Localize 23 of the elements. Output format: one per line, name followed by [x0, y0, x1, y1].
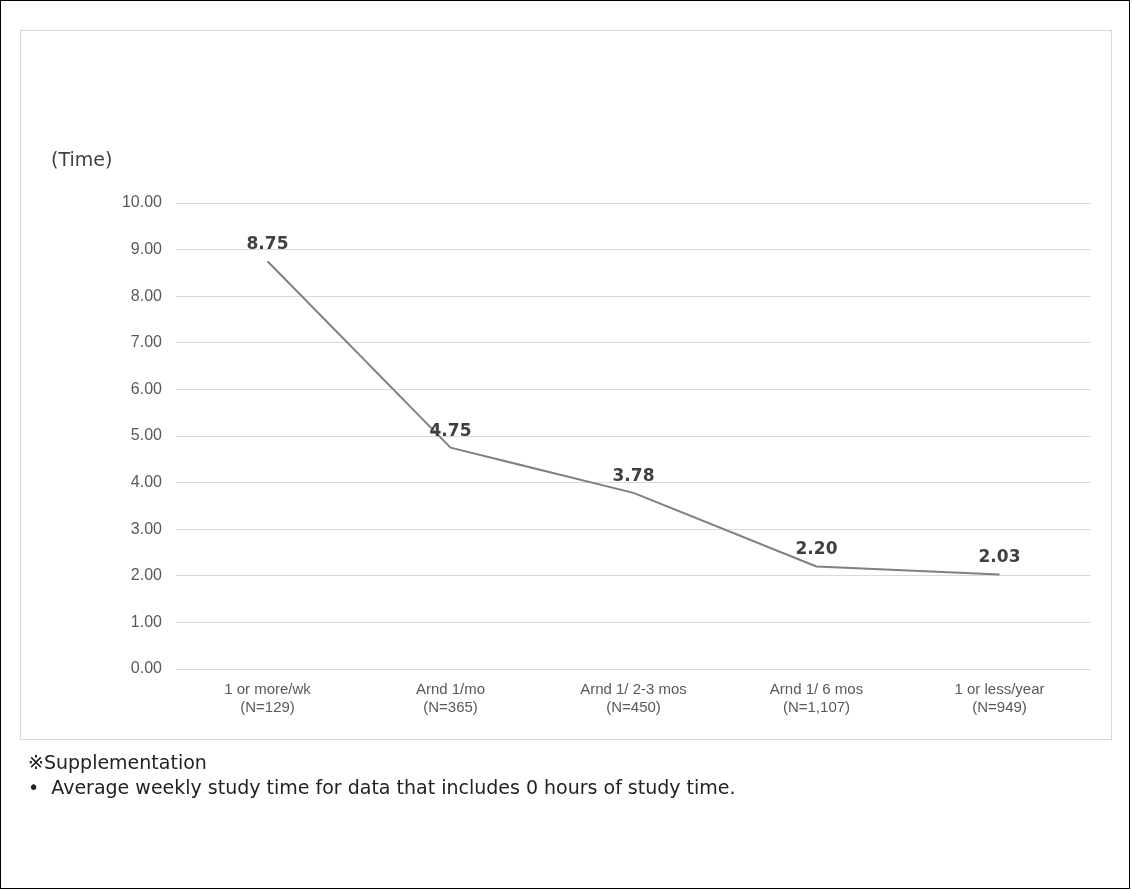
- y-tick-label: 6.00: [130, 379, 163, 397]
- text: ※Supplementation: [28, 750, 208, 775]
- y-tick-label: 1.00: [130, 612, 163, 630]
- x-tick-label: Arnd 1/ 6 mos (N=1,107): [769, 680, 864, 716]
- y-tick-label: 3.00: [130, 519, 163, 537]
- text: 2.20: [795, 538, 838, 559]
- y-tick-label: 7.00: [130, 333, 163, 351]
- y-axis-title: (Time): [51, 147, 113, 170]
- y-tick-label: 9.00: [130, 240, 163, 258]
- y-tick-label: 5.00: [130, 426, 163, 444]
- text: 3.78: [612, 464, 655, 485]
- x-tick-label: Arnd 1/ 2-3 mos (N=450): [580, 680, 687, 716]
- text: 2.03: [978, 546, 1021, 567]
- text: 8.75: [246, 233, 289, 254]
- x-tick-label: Arnd 1/mo (N=365): [415, 680, 486, 716]
- x-tick-label: 1 or more/wk (N=129): [224, 680, 312, 716]
- y-tick-label: 0.00: [130, 659, 163, 677]
- y-tick-label: 4.00: [130, 473, 163, 491]
- text: • Average weekly study time for data that includes 0 hours of study time.: [28, 775, 736, 800]
- y-tick-label: 8.00: [130, 286, 163, 304]
- y-tick-label: 2.00: [130, 566, 163, 584]
- x-tick-label: 1 or less/year (N=949): [954, 680, 1045, 716]
- y-tick-label: 10.00: [121, 193, 163, 211]
